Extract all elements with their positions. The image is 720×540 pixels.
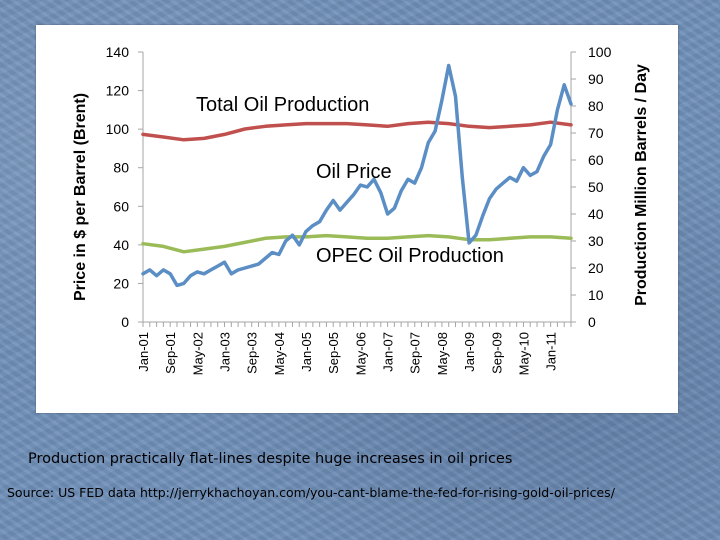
left-axis-label: Price in $ per Barrel (Brent) (72, 93, 89, 301)
right-tick-label: 80 (588, 98, 604, 114)
x-tick-label: Sep-05 (326, 332, 341, 374)
x-tick-label: Jan-01 (136, 332, 151, 372)
left-tick-label: 40 (113, 237, 129, 253)
right-axis-label: Production Million Barrels / Day (633, 64, 650, 306)
series-lines (141, 63, 573, 288)
x-tick-label: May-08 (435, 332, 450, 375)
right-tick-label: 10 (588, 287, 604, 303)
right-tick-label: 70 (588, 125, 604, 141)
x-tick-label: Sep-01 (163, 332, 178, 374)
axes: 0 20 40 60 80 100 120 140 0 10 20 30 40 50 60 70 80 90 100… (106, 44, 612, 375)
left-tick-label: 60 (113, 198, 129, 214)
right-tick-label: 50 (588, 179, 604, 195)
x-tick-label: Sep-09 (489, 332, 504, 374)
chart-labels: Price in $ per Barrel (Brent) Production… (72, 64, 650, 306)
right-tick-label: 0 (588, 314, 596, 330)
series-line-oil-price (141, 63, 573, 288)
right-tick-label: 60 (588, 152, 604, 168)
caption-source: Source: US FED data http://jerrykhachoya… (7, 485, 615, 500)
series-line-opec-oil-production (141, 233, 573, 254)
right-tick-label: 20 (588, 260, 604, 276)
x-tick-label: Jan-11 (544, 332, 559, 371)
chart: 0 20 40 60 80 100 120 140 0 10 20 30 40 50 60 70 80 90 100… (72, 44, 650, 375)
left-tick-label: 0 (121, 314, 129, 330)
left-tick-label: 140 (106, 44, 130, 60)
annotation-total-oil-production: Total Oil Production (196, 94, 369, 116)
left-tick-label: 80 (113, 160, 129, 176)
x-tick-label: May-06 (353, 332, 368, 375)
x-tick-label: Jan-03 (218, 332, 233, 372)
annotation-oil-price: Oil Price (316, 161, 392, 183)
x-tick-label: Jan-05 (299, 332, 314, 372)
x-tick-label: Jan-07 (381, 332, 396, 372)
chart-frame: 0 20 40 60 80 100 120 140 0 10 20 30 40 50 60 70 80 90 100… (36, 25, 678, 413)
x-tick-label: May-10 (516, 332, 531, 375)
caption-main: Production practically flat-lines despit… (28, 451, 513, 467)
right-tick-label: 30 (588, 233, 604, 249)
x-tick-label: May-02 (190, 332, 205, 375)
x-tick-label: May-04 (272, 332, 287, 375)
right-tick-label: 90 (588, 71, 604, 87)
left-tick-label: 100 (106, 121, 130, 137)
x-tick-label: Sep-07 (408, 332, 423, 374)
annotation-opec-oil-production: OPEC Oil Production (316, 245, 504, 267)
right-tick-label: 40 (588, 206, 604, 222)
series-line-total-oil-production (141, 120, 573, 142)
left-tick-label: 20 (113, 275, 129, 291)
right-tick-label: 100 (588, 44, 612, 60)
x-tick-label: Sep-03 (245, 332, 260, 374)
left-tick-label: 120 (106, 83, 130, 99)
x-tick-label: Jan-09 (462, 332, 477, 372)
